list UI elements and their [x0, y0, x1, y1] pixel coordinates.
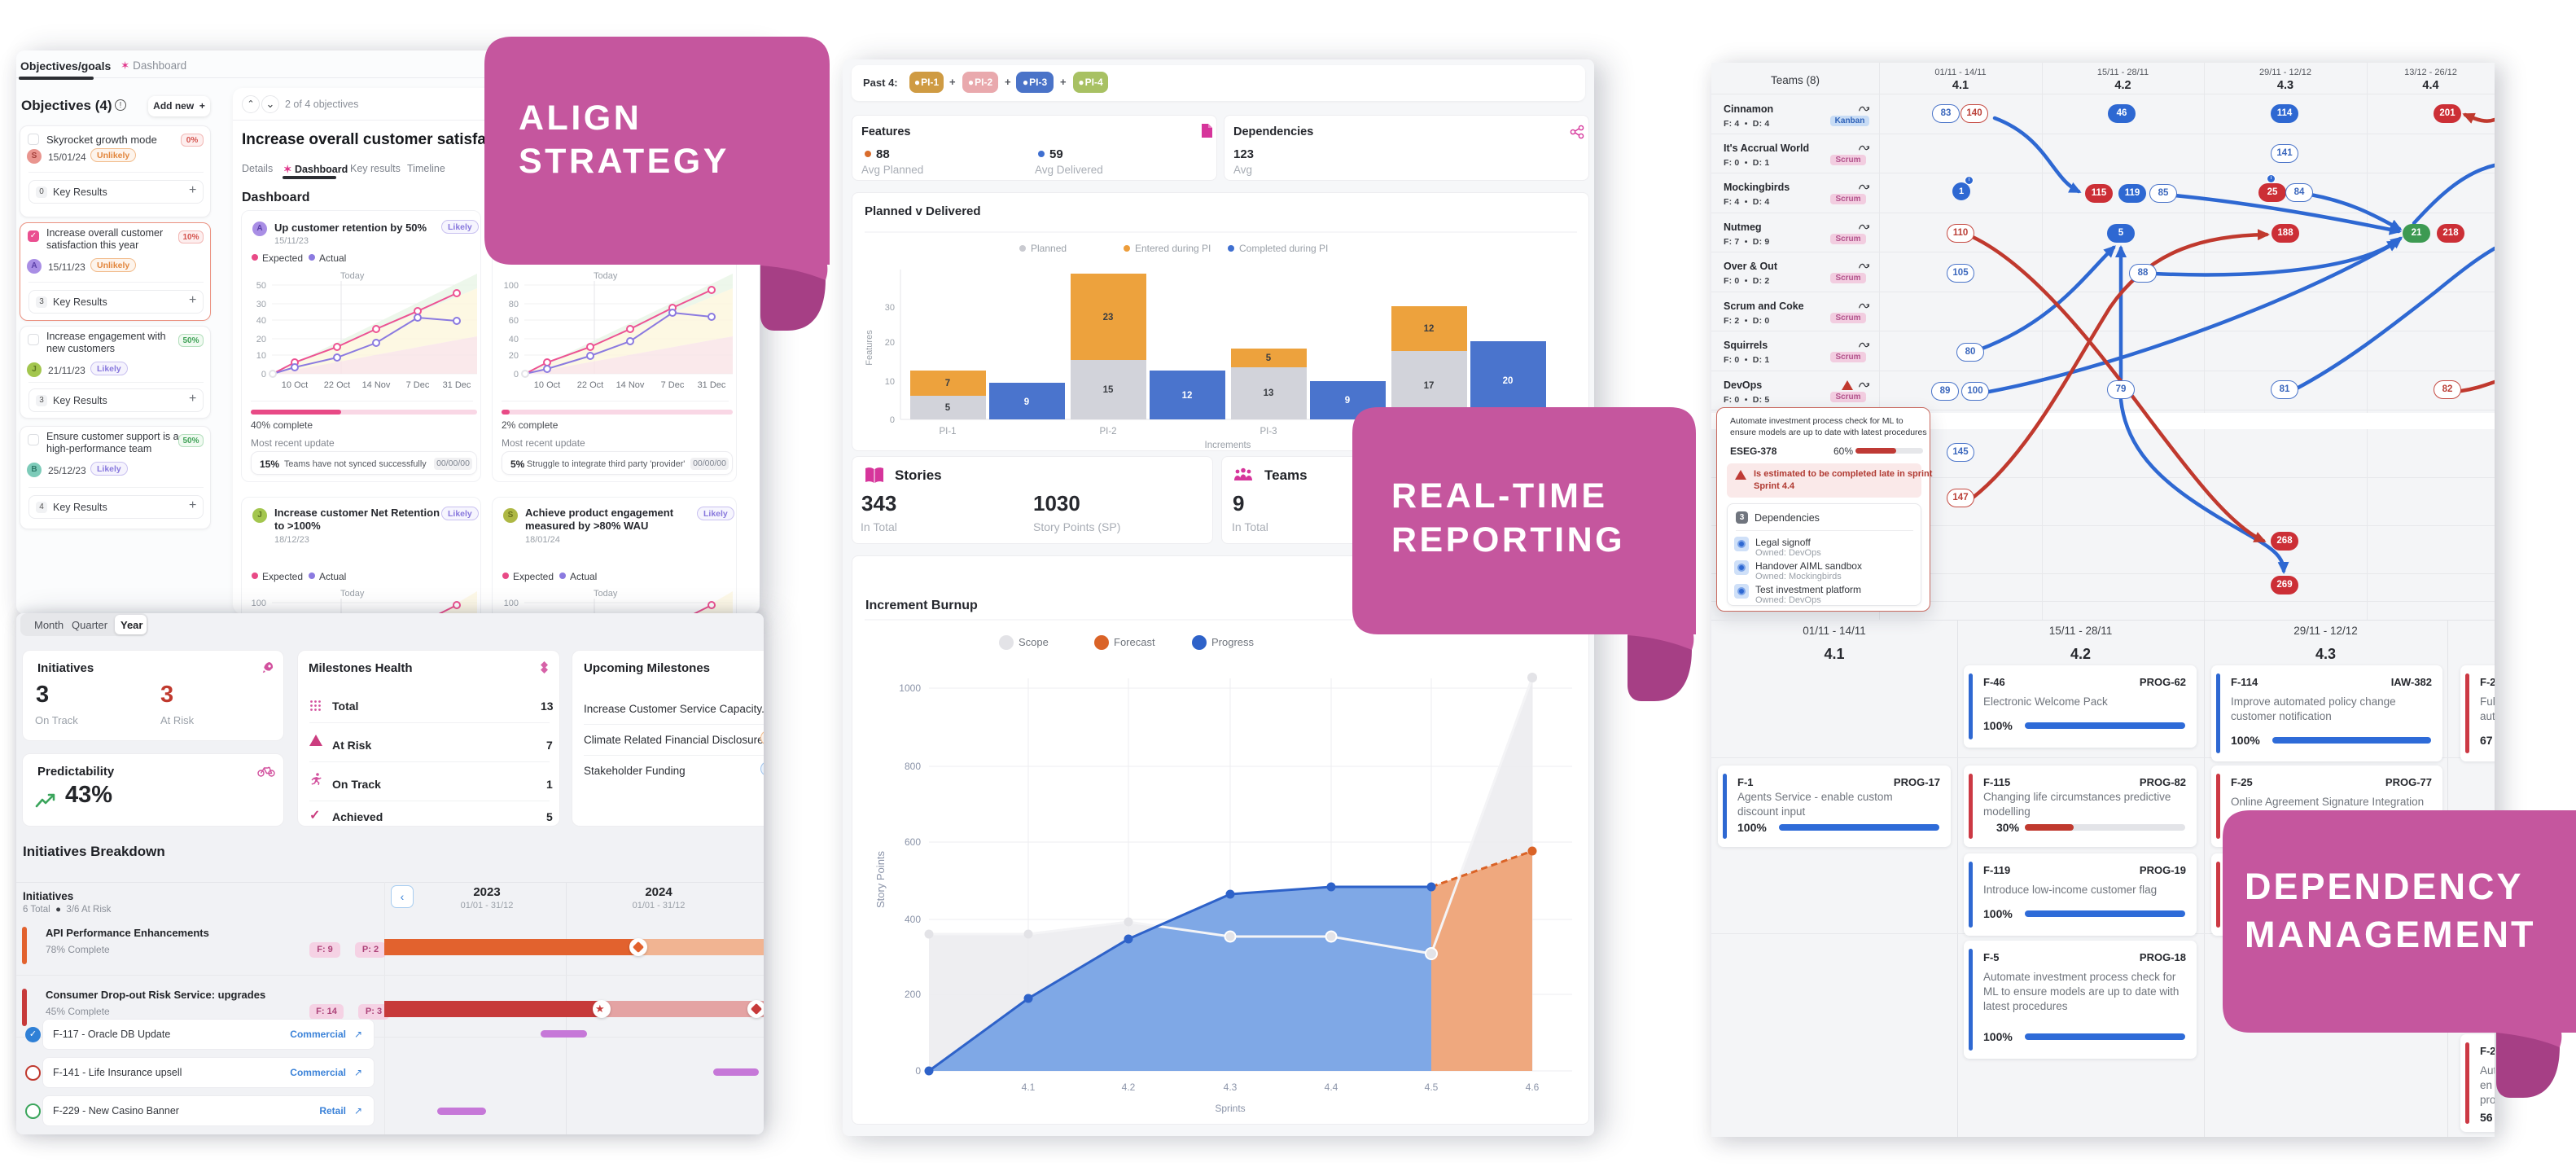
svg-text:Scope: Scope: [1019, 636, 1049, 648]
svg-text:5: 5: [1266, 353, 1272, 363]
svg-text:1000: 1000: [899, 682, 921, 694]
svg-text:Entered during PI: Entered during PI: [1135, 243, 1211, 254]
svg-text:22 Oct: 22 Oct: [324, 380, 350, 390]
svg-text:5: 5: [945, 403, 951, 413]
svg-text:22 Oct: 22 Oct: [577, 380, 603, 390]
svg-text:0: 0: [915, 1065, 921, 1077]
svg-text:Today: Today: [340, 271, 365, 281]
svg-text:40: 40: [509, 335, 519, 344]
svg-text:60: 60: [509, 316, 519, 326]
svg-text:13: 13: [1264, 388, 1274, 398]
svg-text:600: 600: [905, 836, 921, 848]
svg-text:23: 23: [1103, 313, 1114, 322]
svg-text:Today: Today: [594, 589, 618, 599]
svg-text:10 Oct: 10 Oct: [534, 380, 560, 390]
svg-text:14 Nov: 14 Nov: [616, 380, 645, 390]
svg-text:30: 30: [256, 300, 266, 309]
svg-text:10: 10: [885, 377, 895, 387]
svg-text:7: 7: [945, 379, 950, 388]
svg-text:200: 200: [905, 989, 921, 1000]
svg-text:20: 20: [256, 335, 266, 344]
svg-text:14 Nov: 14 Nov: [362, 380, 391, 390]
svg-text:31 Dec: 31 Dec: [443, 380, 471, 390]
svg-text:800: 800: [905, 761, 921, 772]
svg-text:Story Points: Story Points: [874, 850, 887, 908]
svg-text:0: 0: [890, 415, 895, 425]
svg-text:Features: Features: [865, 330, 874, 366]
svg-text:9: 9: [1345, 396, 1350, 406]
svg-text:Completed during PI: Completed during PI: [1239, 243, 1328, 254]
svg-text:4.4: 4.4: [1325, 1081, 1338, 1093]
svg-text:7 Dec: 7 Dec: [661, 380, 685, 390]
svg-text:PI-3: PI-3: [1260, 427, 1277, 437]
svg-text:4.3: 4.3: [1224, 1081, 1238, 1093]
svg-text:Increments: Increments: [1205, 441, 1251, 450]
svg-text:20: 20: [509, 351, 519, 361]
svg-text:10: 10: [256, 351, 266, 361]
svg-text:80: 80: [509, 300, 519, 309]
svg-text:10 Oct: 10 Oct: [282, 380, 308, 390]
svg-text:20: 20: [885, 338, 895, 348]
svg-text:100: 100: [504, 281, 519, 291]
svg-text:50: 50: [256, 281, 266, 291]
svg-text:Today: Today: [594, 271, 618, 281]
svg-text:Today: Today: [340, 589, 365, 599]
svg-text:100: 100: [504, 599, 519, 608]
svg-text:PI-2: PI-2: [1099, 427, 1116, 437]
svg-text:Progress: Progress: [1211, 636, 1255, 648]
svg-text:4.2: 4.2: [1122, 1081, 1136, 1093]
svg-text:100: 100: [252, 599, 266, 608]
svg-text:4.5: 4.5: [1425, 1081, 1439, 1093]
svg-text:7 Dec: 7 Dec: [406, 380, 430, 390]
svg-text:0: 0: [261, 370, 266, 379]
svg-text:12: 12: [1424, 324, 1435, 334]
svg-text:PI-1: PI-1: [939, 427, 956, 437]
svg-text:17: 17: [1424, 381, 1435, 391]
svg-text:Sprints: Sprints: [1215, 1103, 1245, 1114]
svg-text:12: 12: [1182, 391, 1193, 401]
svg-text:4.1: 4.1: [1022, 1081, 1036, 1093]
svg-text:400: 400: [905, 914, 921, 925]
svg-text:Planned: Planned: [1031, 243, 1067, 254]
svg-text:40: 40: [256, 316, 266, 326]
svg-text:4.6: 4.6: [1526, 1081, 1540, 1093]
svg-text:20: 20: [1503, 376, 1514, 386]
svg-text:30: 30: [885, 303, 895, 313]
svg-text:Forecast: Forecast: [1114, 636, 1155, 648]
svg-text:15: 15: [1103, 385, 1114, 395]
svg-text:9: 9: [1024, 397, 1029, 407]
svg-text:0: 0: [514, 370, 519, 379]
svg-text:31 Dec: 31 Dec: [698, 380, 726, 390]
